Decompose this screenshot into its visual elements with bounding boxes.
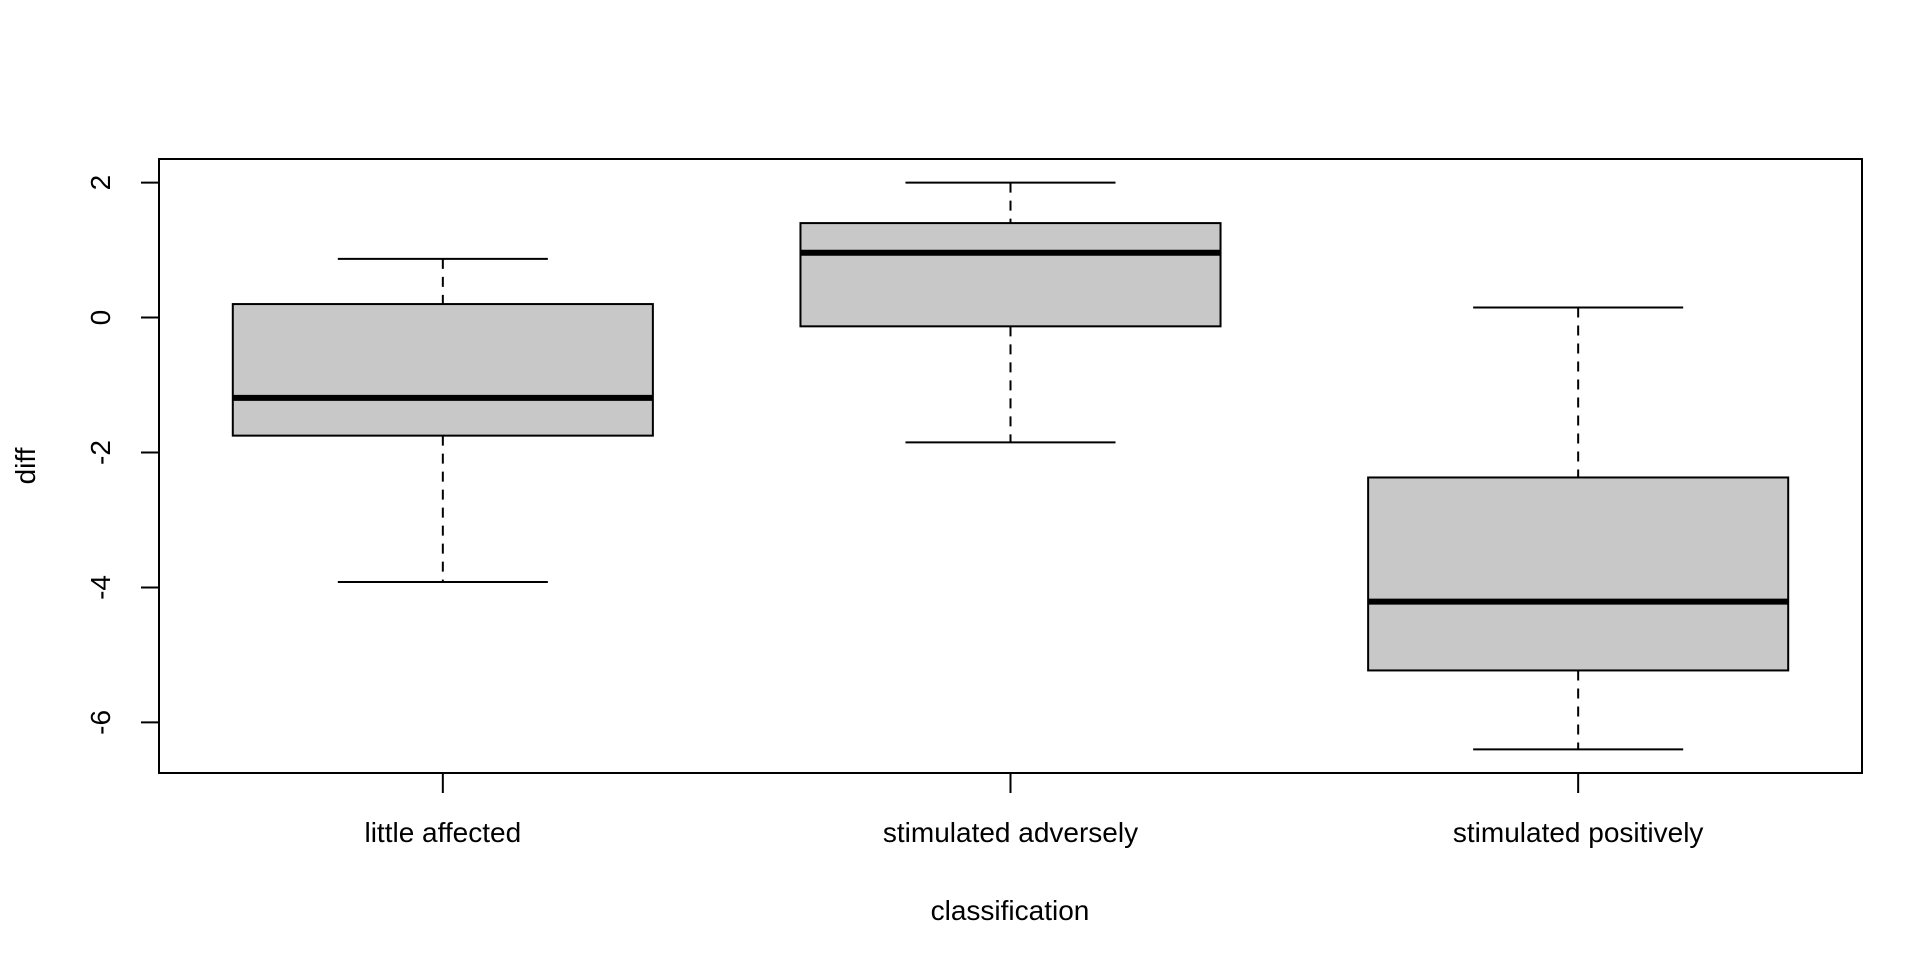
x-tick-label: stimulated positively — [1453, 817, 1704, 848]
box-2 — [799, 181, 1222, 444]
x-tick-label: stimulated adversely — [883, 817, 1138, 848]
y-tick-label: -2 — [85, 440, 116, 465]
y-axis: 2 0 -2 -4 -6 — [85, 175, 159, 735]
y-tick-label: -6 — [85, 710, 116, 735]
x-tick-label: little affected — [364, 817, 521, 848]
y-tick-label: 2 — [85, 175, 116, 191]
iqr-box — [1367, 476, 1790, 672]
box-1 — [231, 257, 654, 584]
iqr-box — [799, 222, 1222, 328]
y-tick-label: -4 — [85, 575, 116, 600]
box-series — [231, 181, 1790, 751]
y-axis-label: diff — [10, 447, 41, 484]
box-3 — [1367, 306, 1790, 751]
x-axis: little affected stimulated adversely stimu… — [364, 773, 1703, 848]
iqr-box — [231, 303, 654, 437]
y-tick-label: 0 — [85, 310, 116, 326]
x-axis-label: classification — [931, 895, 1090, 926]
